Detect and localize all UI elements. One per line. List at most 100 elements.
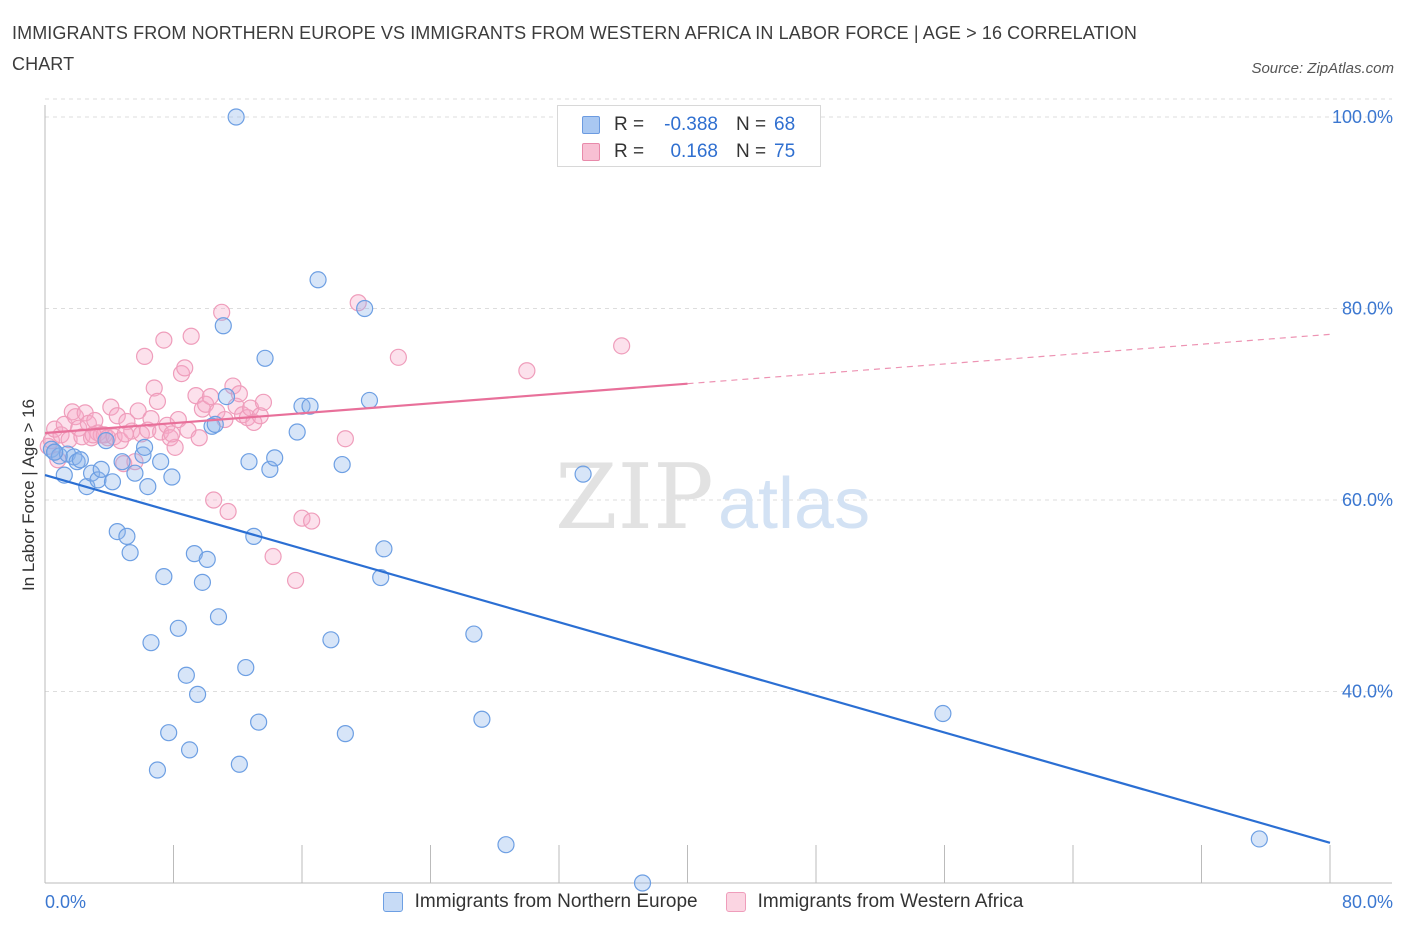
point-western-africa bbox=[254, 393, 273, 411]
series-legend: Immigrants from Northern Europe Immigran… bbox=[0, 889, 1406, 915]
y-tick-label: 80.0% bbox=[1342, 299, 1393, 319]
point-western-africa bbox=[142, 410, 160, 428]
point-western-africa bbox=[205, 491, 223, 509]
y-tick-label: 40.0% bbox=[1342, 682, 1393, 702]
point-northern-europe bbox=[118, 527, 136, 545]
point-northern-europe bbox=[360, 391, 379, 410]
point-northern-europe bbox=[152, 453, 170, 471]
point-northern-europe bbox=[230, 755, 248, 773]
legend-swatch-western-africa bbox=[725, 892, 746, 912]
point-western-africa bbox=[99, 429, 117, 447]
point-northern-europe bbox=[160, 724, 178, 742]
series-northern-europe bbox=[42, 108, 1268, 892]
point-western-africa bbox=[166, 438, 184, 456]
point-western-africa bbox=[286, 571, 305, 590]
point-northern-europe bbox=[336, 725, 354, 743]
point-northern-europe bbox=[92, 460, 110, 478]
point-northern-europe bbox=[301, 397, 319, 415]
point-northern-europe bbox=[473, 710, 491, 728]
point-northern-europe bbox=[169, 619, 187, 637]
point-northern-europe bbox=[108, 522, 126, 541]
stats-legend: R = -0.388 N = 68 R = 0.168 N = 75 bbox=[557, 105, 821, 167]
point-northern-europe bbox=[217, 387, 236, 406]
point-northern-europe bbox=[121, 544, 139, 562]
point-northern-europe bbox=[375, 540, 393, 558]
point-northern-europe bbox=[126, 464, 144, 482]
point-northern-europe bbox=[214, 317, 232, 335]
point-northern-europe bbox=[309, 271, 327, 289]
point-northern-europe bbox=[103, 473, 122, 491]
point-northern-europe bbox=[934, 704, 952, 723]
watermark-zip: ZIP bbox=[555, 445, 714, 550]
point-western-africa bbox=[230, 385, 248, 403]
axes bbox=[44, 105, 1392, 884]
legend-n-value: 68 bbox=[774, 114, 796, 135]
point-western-africa bbox=[613, 337, 631, 355]
point-western-africa bbox=[213, 303, 231, 321]
x-tick-label: 80.0% bbox=[1342, 892, 1393, 912]
point-northern-europe bbox=[46, 443, 64, 461]
y-tick-label: 100.0% bbox=[1332, 107, 1393, 127]
point-western-africa bbox=[303, 512, 321, 530]
point-northern-europe bbox=[142, 634, 160, 652]
point-northern-europe bbox=[82, 464, 101, 482]
point-northern-europe bbox=[180, 741, 199, 759]
point-northern-europe bbox=[113, 453, 131, 471]
trend-line-western-africa-projection bbox=[687, 333, 1331, 385]
point-northern-europe bbox=[497, 836, 515, 854]
point-northern-europe bbox=[288, 423, 306, 441]
point-northern-europe bbox=[227, 108, 245, 126]
point-western-africa bbox=[336, 430, 354, 448]
point-northern-europe bbox=[333, 455, 351, 474]
legend-r-label: R = bbox=[614, 114, 645, 135]
trend-line-northern-europe bbox=[44, 474, 1331, 844]
point-western-africa bbox=[63, 403, 81, 421]
stats-legend-row-blue: R = -0.388 N = 68 bbox=[582, 113, 795, 137]
point-northern-europe bbox=[266, 449, 284, 467]
point-northern-europe bbox=[372, 568, 390, 587]
point-western-africa bbox=[135, 347, 154, 365]
point-northern-europe bbox=[163, 468, 181, 486]
trend-lines bbox=[44, 333, 1331, 844]
point-western-africa bbox=[182, 327, 200, 345]
legend-item-western-africa: Immigrants from Western Africa bbox=[725, 891, 1024, 913]
point-northern-europe bbox=[322, 631, 340, 649]
point-northern-europe bbox=[256, 349, 274, 367]
point-western-africa bbox=[219, 502, 237, 521]
point-northern-europe bbox=[97, 432, 115, 450]
point-western-africa bbox=[190, 429, 208, 447]
point-western-africa bbox=[129, 402, 147, 420]
point-western-africa bbox=[349, 294, 367, 312]
point-northern-europe bbox=[237, 658, 255, 677]
point-northern-europe bbox=[193, 573, 212, 591]
point-northern-europe bbox=[1250, 830, 1268, 848]
point-western-africa bbox=[102, 398, 120, 416]
x-tick-label: 0.0% bbox=[45, 892, 86, 912]
point-western-africa bbox=[293, 509, 311, 527]
watermark-atlas: atlas bbox=[718, 464, 870, 544]
point-western-africa bbox=[108, 407, 126, 425]
point-northern-europe bbox=[240, 453, 258, 471]
point-northern-europe bbox=[198, 550, 216, 568]
legend-swatch-blue bbox=[582, 116, 600, 134]
legend-n-value: 75 bbox=[774, 141, 796, 162]
point-northern-europe bbox=[148, 761, 167, 779]
point-western-africa bbox=[148, 392, 167, 410]
legend-label-western-africa: Immigrants from Western Africa bbox=[757, 891, 1024, 912]
point-western-africa bbox=[201, 387, 220, 406]
point-northern-europe bbox=[356, 299, 374, 318]
legend-label-northern-europe: Immigrants from Northern Europe bbox=[414, 891, 698, 912]
point-northern-europe bbox=[465, 625, 483, 643]
point-northern-europe bbox=[155, 567, 173, 586]
legend-r-label: R = bbox=[614, 141, 645, 162]
point-northern-europe bbox=[71, 451, 89, 469]
point-western-africa bbox=[389, 348, 407, 366]
point-western-africa bbox=[176, 359, 194, 377]
stats-legend-row-pink: R = 0.168 N = 75 bbox=[582, 140, 795, 164]
point-northern-europe bbox=[633, 874, 652, 892]
point-northern-europe bbox=[250, 713, 268, 731]
chart-title: IMMIGRANTS FROM NORTHERN EUROPE VS IMMIG… bbox=[12, 23, 1137, 74]
point-northern-europe bbox=[89, 471, 107, 489]
point-northern-europe bbox=[135, 438, 154, 456]
